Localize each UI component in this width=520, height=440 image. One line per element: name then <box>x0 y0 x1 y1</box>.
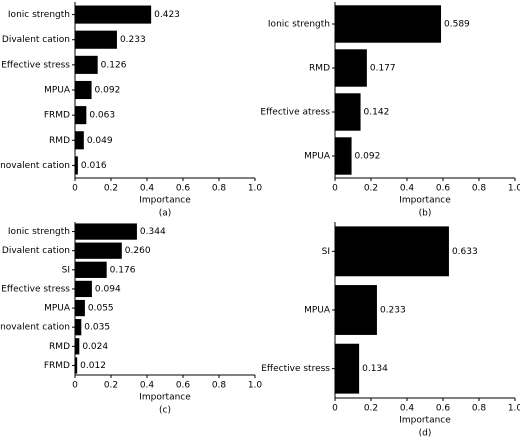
x-tick-label: 0 <box>332 184 338 194</box>
x-tick-label: 0.4 <box>140 184 155 194</box>
value-label: 0.423 <box>154 10 180 20</box>
x-axis-label: Importance <box>139 393 191 403</box>
x-tick-label: 1.0 <box>248 184 263 194</box>
value-label: 0.055 <box>88 304 114 314</box>
x-tick-label: 0.4 <box>140 381 155 391</box>
x-tick-label: 0 <box>72 184 78 194</box>
bar <box>75 299 85 317</box>
x-tick-label: 1.0 <box>508 404 520 414</box>
value-label: 0.016 <box>81 161 107 171</box>
x-tick-label: 0.8 <box>472 404 487 414</box>
x-tick-label: 0.2 <box>364 184 378 194</box>
category-label: Ionic strength <box>8 227 70 237</box>
value-label: 0.134 <box>362 364 388 374</box>
bar <box>335 137 352 175</box>
x-tick-label: 1.0 <box>248 381 263 391</box>
category-label: Effective stress <box>261 364 330 374</box>
x-tick-label: 0.4 <box>400 184 415 194</box>
value-label: 0.589 <box>444 20 470 30</box>
category-label: Monovalent cation <box>0 161 70 171</box>
panel-caption: (c) <box>159 406 171 416</box>
bar <box>75 106 87 125</box>
bar <box>75 242 122 259</box>
bar <box>75 280 92 298</box>
value-label: 0.260 <box>125 246 151 256</box>
bar <box>335 93 361 131</box>
bar <box>75 223 137 240</box>
panel-caption: (d) <box>419 429 432 439</box>
x-axis-label: Importance <box>399 416 451 426</box>
bar <box>75 5 152 24</box>
value-label: 0.344 <box>140 227 166 237</box>
bar <box>75 156 78 175</box>
category-label: Effective atress <box>260 108 330 118</box>
category-label: MPUA <box>44 304 71 314</box>
x-tick-label: 0.8 <box>212 184 227 194</box>
x-tick-label: 0.6 <box>436 404 451 414</box>
bar <box>75 55 98 74</box>
x-tick-label: 0.4 <box>400 404 415 414</box>
x-tick-label: 0.8 <box>472 184 487 194</box>
x-tick-label: 0.6 <box>176 184 191 194</box>
value-label: 0.126 <box>101 60 127 70</box>
x-tick-label: 0.6 <box>176 381 191 391</box>
value-label: 0.092 <box>95 86 121 96</box>
category-label: MPUA <box>44 86 71 96</box>
x-tick-label: 0.6 <box>436 184 451 194</box>
x-tick-label: 1.0 <box>508 184 520 194</box>
bar <box>335 343 360 394</box>
category-label: RMD <box>49 342 70 352</box>
value-label: 0.092 <box>355 152 381 162</box>
bar <box>335 285 377 335</box>
panel-caption: (b) <box>419 209 432 219</box>
category-label: Monovalent cation <box>0 323 70 333</box>
category-label: MPUA <box>304 306 331 316</box>
category-label: Ionic strength <box>268 20 330 30</box>
category-label: SI <box>62 265 70 275</box>
x-tick-label: 0 <box>72 381 78 391</box>
bar <box>75 30 117 49</box>
category-label: Effective stress <box>1 284 70 294</box>
bar <box>75 338 80 355</box>
value-label: 0.177 <box>370 64 396 74</box>
category-label: RMD <box>49 136 70 146</box>
bar <box>75 319 82 336</box>
category-label: MPUA <box>304 152 331 162</box>
x-tick-label: 0 <box>332 404 338 414</box>
value-label: 0.233 <box>380 306 406 316</box>
value-label: 0.233 <box>120 35 146 45</box>
bar <box>335 226 449 277</box>
bar <box>335 49 367 87</box>
value-label: 0.063 <box>89 111 115 121</box>
bar <box>75 80 92 100</box>
category-label: SI <box>322 247 330 257</box>
panel-caption: (a) <box>159 209 172 219</box>
x-tick-label: 0.2 <box>104 184 118 194</box>
bar <box>75 261 107 278</box>
x-tick-label: 0.8 <box>212 381 227 391</box>
category-label: RMD <box>309 64 330 74</box>
category-label: FRMD <box>44 361 70 371</box>
category-label: Divalent cation <box>2 246 70 256</box>
category-label: Effective stress <box>1 60 70 70</box>
value-label: 0.035 <box>84 323 110 333</box>
bar <box>335 5 442 43</box>
category-label: FRMD <box>44 111 70 121</box>
category-label: Divalent cation <box>2 35 70 45</box>
value-label: 0.142 <box>364 108 390 118</box>
bar <box>75 357 78 374</box>
value-label: 0.176 <box>110 265 136 275</box>
x-tick-label: 0.2 <box>104 381 118 391</box>
value-label: 0.049 <box>87 136 113 146</box>
value-label: 0.094 <box>95 284 121 294</box>
value-label: 0.024 <box>82 342 108 352</box>
category-label: Ionic strength <box>8 10 70 20</box>
bar <box>75 131 84 150</box>
x-axis-label: Importance <box>139 196 191 206</box>
x-axis-label: Importance <box>399 196 451 206</box>
x-tick-label: 0.2 <box>364 404 378 414</box>
value-label: 0.633 <box>452 247 478 257</box>
value-label: 0.012 <box>80 361 106 371</box>
